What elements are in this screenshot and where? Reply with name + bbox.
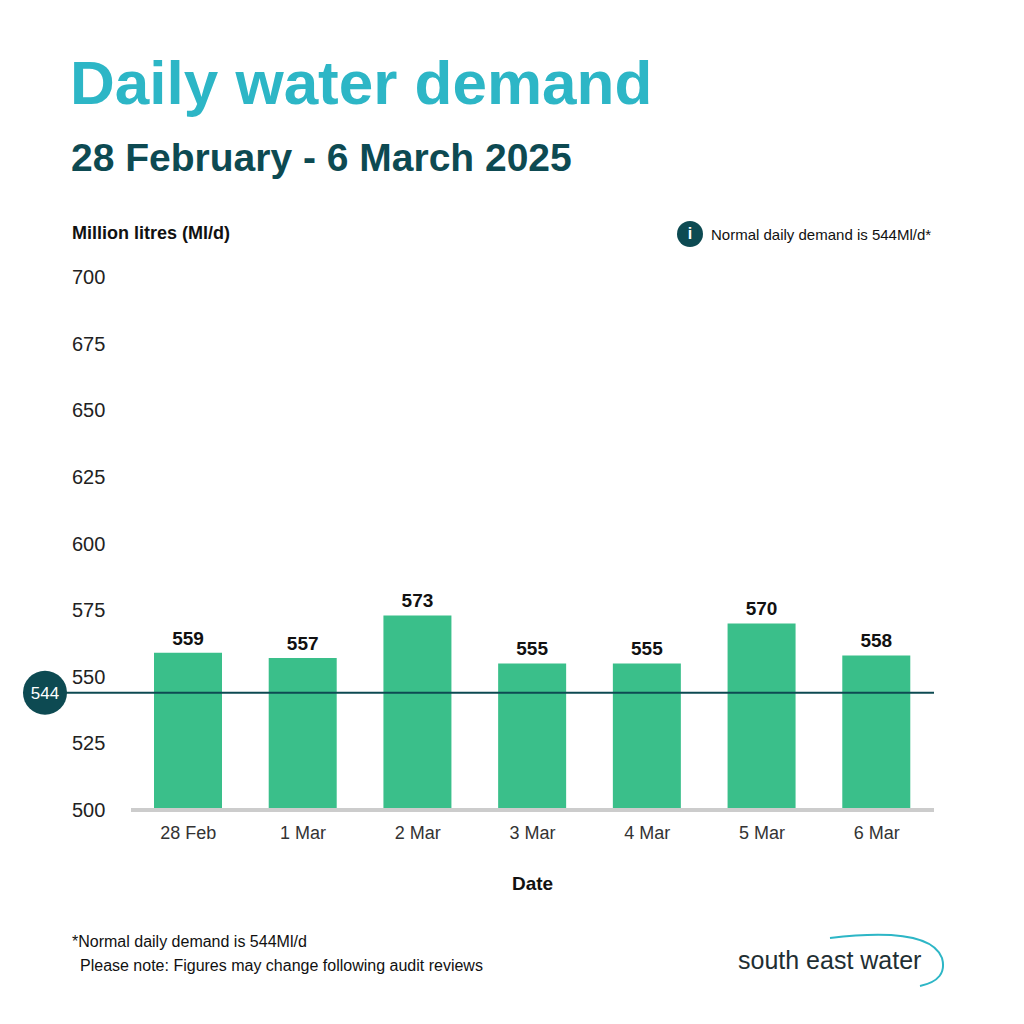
svg-text:575: 575 [72, 599, 105, 621]
html-text:28 February - 6 March 2025: 28 February - 6 March 2025 [71, 136, 572, 179]
svg-text:550: 550 [72, 666, 105, 688]
svg-text:570: 570 [746, 598, 778, 619]
svg-text:675: 675 [72, 333, 105, 355]
svg-text:700: 700 [72, 266, 105, 288]
html-text:*Normal daily demand is 544Ml/: *Normal daily demand is 544Ml/d [72, 933, 307, 950]
svg-text:557: 557 [287, 633, 319, 654]
html-text:Daily water demand: Daily water demand [70, 48, 653, 117]
svg-text:555: 555 [631, 638, 663, 659]
html-text:Million litres (Ml/d): Million litres (Ml/d) [72, 223, 230, 243]
html-text:i: i [687, 225, 693, 242]
svg-text:1 Mar: 1 Mar [280, 823, 326, 843]
svg-text:Date: Date [512, 873, 553, 894]
svg-text:2 Mar: 2 Mar [395, 823, 441, 843]
svg-text:3 Mar: 3 Mar [509, 823, 555, 843]
svg-text:28 Feb: 28 Feb [160, 823, 216, 843]
svg-text:650: 650 [72, 399, 105, 421]
html-text:Please note: Figures may chang: Please note: Figures may change followin… [80, 957, 483, 974]
html-text:south east water: south east water [738, 946, 922, 974]
svg-text:544: 544 [31, 684, 59, 703]
svg-text:559: 559 [172, 628, 204, 649]
svg-text:555: 555 [516, 638, 548, 659]
svg-text:625: 625 [72, 466, 105, 488]
svg-text:525: 525 [72, 732, 105, 754]
svg-text:5 Mar: 5 Mar [739, 823, 785, 843]
svg-text:500: 500 [72, 799, 105, 821]
svg-text:573: 573 [402, 590, 434, 611]
svg-text:6 Mar: 6 Mar [854, 823, 900, 843]
svg-text:4 Mar: 4 Mar [624, 823, 670, 843]
svg-text:600: 600 [72, 533, 105, 555]
svg-text:558: 558 [860, 630, 892, 651]
html-text:Normal daily demand is 544Ml/d: Normal daily demand is 544Ml/d* [711, 225, 932, 243]
